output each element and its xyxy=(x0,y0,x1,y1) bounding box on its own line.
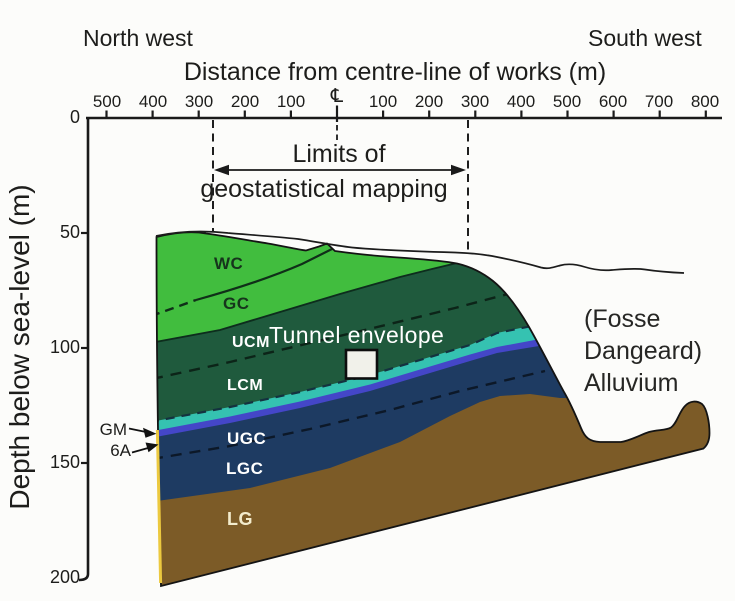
y-tick-0: 0 xyxy=(69,107,80,127)
fosse-label-line1: (Fosse xyxy=(584,305,661,333)
layer-label-ugc: UGC xyxy=(227,429,267,448)
x-tick-se-400: 400 xyxy=(506,92,536,111)
label-north-west: North west xyxy=(83,25,193,51)
fosse-label-line2: Dangeard) xyxy=(584,337,703,365)
layer-label-gm: GM xyxy=(99,420,127,439)
layer-label-6a: 6A xyxy=(110,441,131,460)
x-tick-se-700: 700 xyxy=(644,92,674,111)
label-south-west: South west xyxy=(588,25,702,51)
x-tick-se-800: 800 xyxy=(690,92,720,111)
x-tick-se-500: 500 xyxy=(552,92,582,111)
boundary-ucm-lcm-dashed xyxy=(156,292,509,381)
y-tick-100: 100 xyxy=(49,337,80,357)
centre-line-symbol: ℄ xyxy=(330,85,344,107)
tunnel-envelope-marker xyxy=(344,348,379,380)
seabed-line xyxy=(155,230,685,274)
layer-label-lgc: LGC xyxy=(226,459,264,478)
section-outline xyxy=(155,231,711,588)
x-tick-nw-400: 400 xyxy=(138,92,168,111)
layer-label-wc: WC xyxy=(214,254,244,273)
y-tick-50: 50 xyxy=(59,222,80,242)
x-tick-se-600: 600 xyxy=(598,92,628,111)
y-tick-200: 200 xyxy=(49,567,80,587)
boundary-wc-gc-solid xyxy=(195,248,333,302)
x-tick-se-100: 100 xyxy=(368,92,398,111)
layer-label-gc: GC xyxy=(223,294,250,313)
x-tick-se-200: 200 xyxy=(414,92,444,111)
x-axis-title: Distance from centre-line of works (m) xyxy=(183,58,607,86)
left-edge-yellow-stripe xyxy=(155,429,163,584)
y-axis-line xyxy=(78,118,90,582)
six-a-arrow xyxy=(131,442,159,454)
limits-caption-line2: geostatistical mapping xyxy=(200,175,448,203)
x-tick-nw-200: 200 xyxy=(230,92,260,111)
boundary-wc-gc-dashed xyxy=(156,298,197,318)
layer-label-ucm: UCM xyxy=(232,334,270,351)
x-tick-nw-100: 100 xyxy=(276,92,306,111)
boundary-ugc-lgc-dashed xyxy=(156,369,546,461)
x-tick-nw-500: 500 xyxy=(92,92,122,111)
gm-arrow xyxy=(128,427,157,438)
boundary-lcm-gm-dashed xyxy=(156,323,538,424)
layer-label-lcm: LCM xyxy=(227,377,264,394)
fosse-label-line3: Alluvium xyxy=(584,369,679,397)
x-tick-nw-300: 300 xyxy=(184,92,214,111)
layer-label-lg: LG xyxy=(227,509,253,529)
limits-double-arrow xyxy=(214,164,466,176)
tunnel-envelope-label: Tunnel envelope xyxy=(269,322,445,348)
x-axis-ticks xyxy=(105,105,707,122)
x-tick-se-300: 300 xyxy=(460,92,490,111)
y-axis-title: Depth below sea-level (m) xyxy=(4,184,35,510)
y-axis-ticks xyxy=(81,231,88,465)
boundary-gc-ucm xyxy=(156,262,458,344)
limits-caption-line1: Limits of xyxy=(292,140,386,168)
y-tick-150: 150 xyxy=(49,452,80,472)
